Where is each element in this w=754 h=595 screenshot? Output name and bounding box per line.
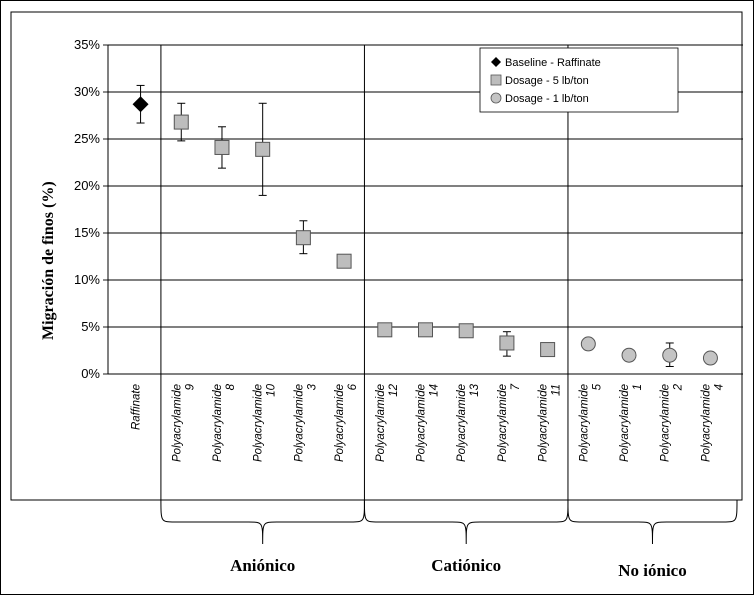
point-square: [295, 230, 311, 246]
y-tick-label: 20%: [74, 178, 100, 193]
point-square: [458, 323, 474, 339]
category-label-line1: Polyacrylamide: [619, 384, 631, 462]
legend-entry: Dosage - 1 lb/ton: [505, 93, 589, 105]
point-square: [336, 253, 352, 269]
category-label-line1: Polyacrylamide: [497, 384, 509, 462]
y-tick-label: 35%: [74, 37, 100, 52]
point-square: [418, 322, 433, 338]
legend-marker-diamond: [491, 57, 501, 67]
point-square: [377, 322, 393, 338]
group-labels: Aniónico Catiónico No iónico: [230, 556, 687, 580]
category-label-line1: Polyacrylamide: [456, 384, 468, 462]
legend-marker-circle: [490, 92, 502, 104]
y-tick-label: 10%: [74, 272, 100, 287]
y-tick-label: 25%: [74, 131, 100, 146]
category-label-line1: Polyacrylamide: [171, 384, 183, 462]
category-label-line2: 9: [184, 383, 196, 390]
category-label-line1: Polyacrylamide: [660, 384, 672, 462]
group-label: Catiónico: [431, 556, 501, 575]
point-square: [540, 342, 556, 358]
category-label-line2: 5: [591, 383, 603, 390]
point-circle: [662, 347, 678, 363]
category-label-line1: Polyacrylamide: [578, 384, 590, 462]
y-tick-label: 5%: [81, 319, 100, 334]
group-label: Aniónico: [230, 556, 295, 575]
x-category-labels: Raffinate Polyacrylamide 9 Polyacrylamide 8 P…: [131, 383, 726, 462]
category-label-line1: Polyacrylamide: [293, 384, 305, 462]
y-axis-label: Migración de finos (%): [40, 181, 57, 340]
category-label-line2: 4: [713, 384, 725, 390]
y-tick-label: 15%: [74, 225, 100, 240]
y-tick-labels: 0% 5% 10% 15% 20% 25% 30% 35%: [74, 37, 100, 381]
category-label-line2: 3: [306, 383, 318, 390]
legend-marker-square: [490, 74, 502, 86]
category-label-line2: 13: [469, 383, 481, 396]
category-label-line2: 2: [673, 383, 685, 391]
y-tick-label: 30%: [74, 84, 100, 99]
point-square: [255, 141, 271, 157]
category-label-line2: 1: [632, 384, 644, 390]
group-braces: [160, 499, 738, 545]
category-label-line1: Polyacrylamide: [334, 384, 346, 462]
group-brace: [160, 499, 365, 545]
category-label-line1: Polyacrylamide: [416, 384, 428, 462]
category-label-line1: Polyacrylamide: [212, 384, 224, 462]
error-bars: [136, 84, 674, 367]
point-square: [499, 335, 515, 351]
gridlines: [103, 44, 743, 375]
inner-chart-border: [10, 11, 743, 501]
category-label-line2: 14: [429, 384, 441, 397]
category-label-line2: 10: [266, 383, 278, 396]
legend-entry: Baseline - Raffinate: [505, 57, 601, 69]
point-square: [214, 139, 230, 155]
category-label-line2: 6: [347, 383, 359, 390]
group-brace: [567, 499, 738, 545]
category-label-line1: Polyacrylamide: [538, 384, 550, 462]
legend: Baseline - Raffinate Dosage - 5 lb/ton Dos…: [479, 47, 679, 113]
group-brace: [363, 499, 569, 545]
category-label-line1: Polyacrylamide: [253, 384, 265, 462]
legend-entry: Dosage - 5 lb/ton: [505, 75, 589, 87]
y-tick-label: 0%: [81, 366, 100, 381]
category-label-line2: 12: [388, 383, 400, 396]
legend-box: [479, 47, 679, 113]
group-dividers: [160, 45, 569, 500]
data-points: [132, 96, 718, 366]
category-label-line2: 11: [551, 384, 563, 396]
point-square: [173, 114, 189, 130]
category-label-line1: Polyacrylamide: [700, 384, 712, 462]
group-label: No iónico: [618, 561, 686, 580]
category-label-line1: Polyacrylamide: [375, 384, 387, 462]
point-circle: [621, 347, 637, 363]
category-label-line2: 8: [225, 383, 237, 390]
category-label-line1: Raffinate: [131, 384, 143, 430]
point-circle: [702, 350, 718, 366]
point-circle: [580, 336, 596, 352]
category-label-line2: 7: [510, 383, 522, 390]
point-diamond: [132, 96, 149, 113]
